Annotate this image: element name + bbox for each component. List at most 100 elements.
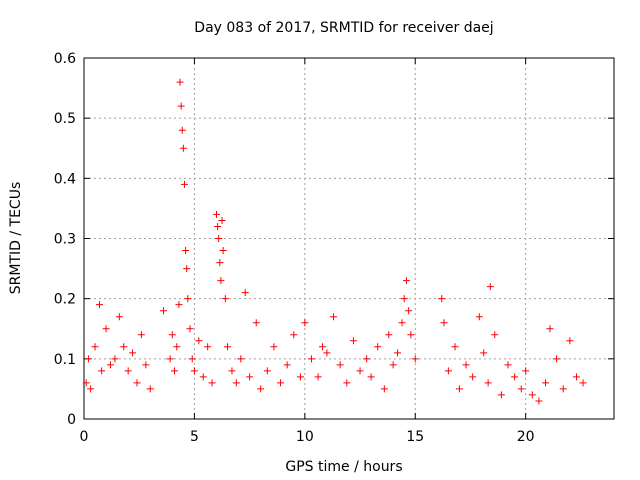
data-point <box>330 313 338 321</box>
y-axis: 0 0.1 0.2 0.3 0.4 0.5 0.6 <box>54 51 614 428</box>
data-point <box>394 349 402 357</box>
data-point <box>188 355 196 363</box>
data-point <box>511 373 519 381</box>
data-point <box>178 126 186 134</box>
data-point <box>469 373 477 381</box>
data-point <box>517 385 525 393</box>
data-point <box>389 361 397 369</box>
x-axis: 0 5 10 15 20 <box>80 58 535 445</box>
data-point <box>491 331 499 339</box>
y-tick-label: 0.3 <box>54 232 76 248</box>
data-point <box>438 295 446 303</box>
data-point <box>221 295 229 303</box>
y-tick-label: 0.1 <box>54 352 76 368</box>
data-point <box>111 355 119 363</box>
data-point <box>400 295 408 303</box>
chart-title: Day 083 of 2017, SRMTID for receiver dae… <box>194 20 493 36</box>
data-point <box>208 379 216 387</box>
data-point <box>246 373 254 381</box>
data-point <box>124 367 132 375</box>
data-point <box>559 385 567 393</box>
data-point <box>363 355 371 363</box>
data-point <box>219 247 227 255</box>
data-point <box>168 331 176 339</box>
data-point <box>184 295 192 303</box>
data-point <box>367 373 375 381</box>
data-point <box>402 277 410 285</box>
data-point <box>146 385 154 393</box>
data-point <box>183 265 191 273</box>
data-point <box>307 355 315 363</box>
y-tick-label: 0.5 <box>54 111 76 127</box>
data-point <box>411 355 419 363</box>
data-point <box>142 361 150 369</box>
data-point <box>572 373 580 381</box>
data-point <box>120 343 128 351</box>
data-point <box>84 355 92 363</box>
data-point <box>374 343 382 351</box>
y-tick-label: 0.6 <box>54 51 76 67</box>
data-point <box>579 379 587 387</box>
data-point <box>216 259 224 267</box>
x-axis-label: GPS time / hours <box>285 459 402 475</box>
data-point <box>497 391 505 399</box>
data-point <box>241 289 249 297</box>
data-point <box>290 331 298 339</box>
data-point <box>535 397 543 405</box>
data-point <box>171 367 179 375</box>
data-point <box>133 379 141 387</box>
data-point <box>179 144 187 152</box>
data-point <box>199 373 207 381</box>
data-point <box>91 343 99 351</box>
x-tick-label: 15 <box>406 429 424 445</box>
data-point <box>319 343 326 351</box>
data-point <box>218 216 226 224</box>
data-point <box>455 385 463 393</box>
data-point <box>95 301 103 309</box>
data-point <box>107 361 114 369</box>
data-point <box>475 313 483 321</box>
data-point <box>204 343 212 351</box>
data-point <box>173 343 181 351</box>
data-point <box>237 355 245 363</box>
data-point <box>451 343 459 351</box>
data-point <box>405 307 413 315</box>
data-point <box>542 379 550 387</box>
x-tick-label: 5 <box>190 429 199 445</box>
data-point <box>301 319 309 327</box>
data-point <box>82 379 90 387</box>
x-tick-label: 20 <box>517 429 535 445</box>
data-point <box>444 367 452 375</box>
data-point <box>270 343 278 351</box>
data-point <box>129 349 137 357</box>
data-point <box>484 379 492 387</box>
data-point <box>462 361 470 369</box>
data-point <box>385 331 393 339</box>
data-point <box>98 367 106 375</box>
data-point <box>407 331 415 339</box>
data-point <box>356 367 364 375</box>
data-point <box>228 367 236 375</box>
data-point <box>177 102 185 110</box>
data-point <box>522 367 530 375</box>
data-point <box>214 222 222 230</box>
data-point <box>480 349 488 357</box>
data-point <box>87 385 95 393</box>
y-axis-label: SRMTID / TECUs <box>8 182 24 295</box>
data-point <box>102 325 110 333</box>
y-tick-label: 0 <box>67 412 76 428</box>
data-point <box>314 373 322 381</box>
data-point <box>186 325 194 333</box>
data-point <box>217 277 225 285</box>
data-point <box>380 385 388 393</box>
data-point <box>175 301 183 309</box>
data-point <box>504 361 512 369</box>
y-tick-label: 0.4 <box>54 171 76 187</box>
data-points <box>82 78 587 405</box>
grid <box>84 58 614 419</box>
data-point <box>224 343 232 351</box>
data-point <box>263 367 271 375</box>
data-point <box>336 361 344 369</box>
data-point <box>257 385 265 393</box>
